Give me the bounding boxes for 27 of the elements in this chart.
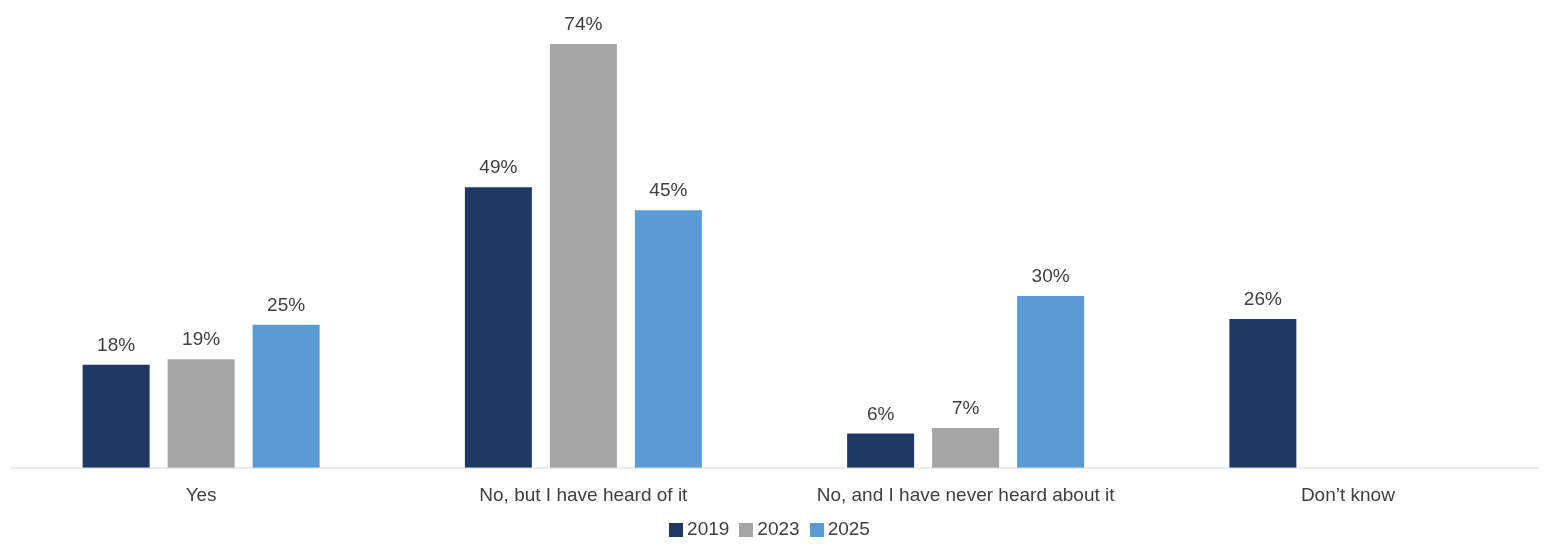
bar [252,324,320,468]
bar [1017,296,1085,468]
data-label: 18% [97,333,136,355]
bar [82,364,150,468]
x-tick-label: No, and I have never heard about it [816,484,1116,506]
data-label: 26% [1243,288,1282,310]
data-label: 25% [267,293,306,315]
x-tick-label: Don’t know [1300,484,1396,506]
bar [634,210,702,468]
bar [847,433,915,468]
data-label: 7% [951,396,980,418]
data-label: 45% [649,179,688,201]
data-label: 6% [866,402,895,424]
legend-label: 2025 [827,518,870,539]
bar [932,427,1000,468]
bar [1229,319,1297,468]
x-tick-label: No, but I have heard of it [479,484,689,506]
data-label: 74% [564,13,603,34]
legend-label: 2023 [757,518,800,539]
data-label: 49% [479,156,518,178]
x-tick-label: Yes [185,484,217,506]
data-label: 30% [1031,265,1070,287]
legend-label: 2019 [687,518,730,539]
data-label: 19% [182,328,221,350]
bar [464,187,532,468]
bar [167,359,235,468]
bar [549,44,617,468]
